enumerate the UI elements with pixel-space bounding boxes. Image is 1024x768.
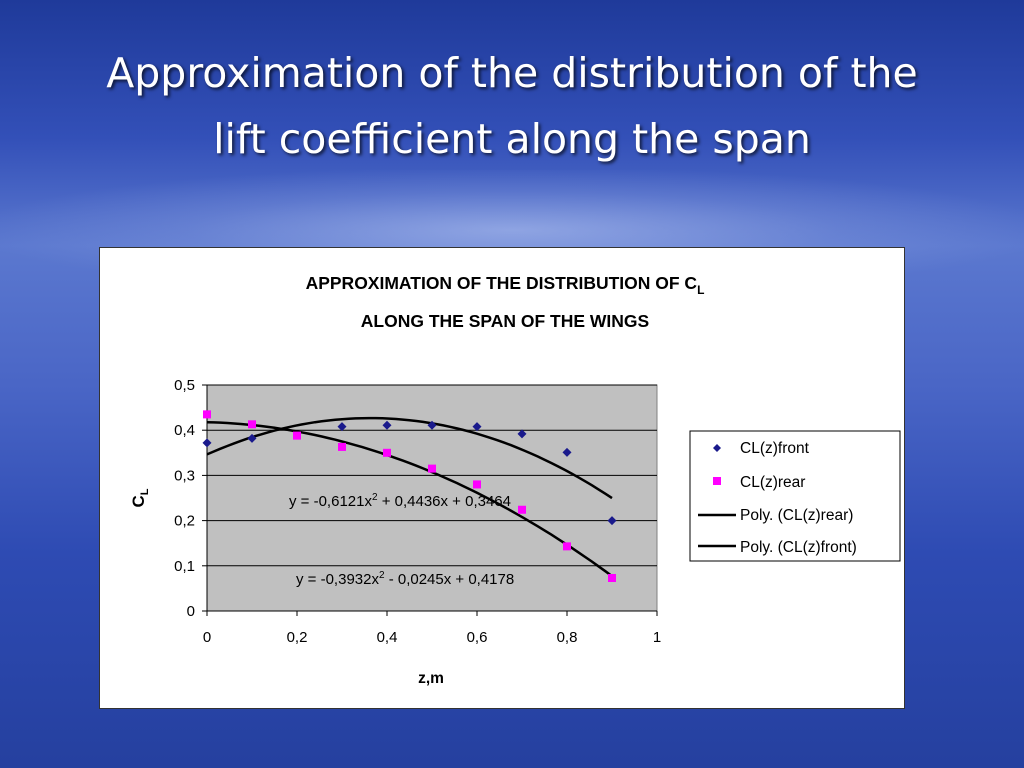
legend-item-poly-rear: Poly. (CL(z)rear) [698, 507, 853, 524]
legend-box [689, 430, 901, 562]
legend-label-poly-rear: Poly. (CL(z)rear) [740, 507, 853, 524]
x-tick-label: 0,6 [467, 629, 488, 646]
y-tick-label: 0,5 [174, 377, 195, 394]
x-tick-labels: 0 0,2 0,4 0,6 0,8 1 [203, 611, 661, 646]
x-tick-label: 0,2 [287, 629, 308, 646]
slide-title-line-2: lift coefficient along the span [213, 115, 811, 163]
marker-rear-point [518, 505, 526, 514]
legend-item-front: CL(z)front [713, 440, 810, 457]
x-axis-label: z,m [418, 670, 444, 687]
legend-square-marker [713, 477, 721, 485]
y-tick-label: 0 [187, 603, 195, 620]
marker-rear-point [248, 420, 256, 429]
chart-svg: APPROXIMATION OF THE DISTRIBUTION OF CL … [129, 273, 901, 687]
marker-rear-point [563, 542, 571, 551]
marker-front-point [247, 433, 257, 443]
equation-rear: y = -0,3932x2 - 0,0245x + 0,4178 [296, 570, 514, 588]
marker-front-point [517, 429, 527, 439]
x-tick-label: 0 [203, 629, 211, 646]
marker-rear-point [608, 574, 616, 583]
equation-front: y = -0,6121x2 + 0,4436x + 0,3464 [289, 492, 511, 510]
chart-frame: APPROXIMATION OF THE DISTRIBUTION OF CL … [99, 247, 905, 709]
y-axis-label: CL [129, 488, 151, 507]
marker-rear-point [428, 464, 436, 473]
chart-title-line-1: APPROXIMATION OF THE DISTRIBUTION OF CL [306, 273, 705, 297]
legend-label-poly-front: Poly. (CL(z)front) [740, 539, 857, 556]
marker-rear-point [203, 410, 211, 419]
legend-label-front: CL(z)front [740, 440, 810, 457]
slide-title: Approximation of the distribution of the… [0, 40, 1024, 172]
legend-diamond-marker [713, 444, 721, 452]
marker-rear-point [473, 480, 481, 489]
marker-front-point [337, 422, 347, 432]
trendline-rear [206, 420, 613, 578]
marker-rear-point [383, 448, 391, 457]
marker-rear-point [338, 442, 346, 451]
y-tick-label: 0,2 [174, 513, 195, 530]
y-tick-label: 0,3 [174, 467, 195, 484]
slide-title-line-1: Approximation of the distribution of the [106, 49, 918, 97]
marker-rear-point [293, 431, 301, 440]
x-tick-label: 0,4 [377, 629, 398, 646]
marker-front-point [472, 422, 482, 432]
legend-item-rear: CL(z)rear [713, 474, 805, 491]
x-tick-label: 1 [653, 629, 661, 646]
gridlines [207, 384, 657, 567]
data-markers [202, 410, 617, 583]
y-tick-labels: 0 0,1 0,2 0,3 0,4 0,5 [174, 377, 207, 620]
marker-front-point [202, 438, 212, 448]
marker-front-point [562, 447, 572, 457]
y-tick-label: 0,1 [174, 558, 195, 575]
marker-front-point [382, 420, 392, 430]
x-tick-label: 0,8 [557, 629, 578, 646]
legend-item-poly-front: Poly. (CL(z)front) [698, 539, 857, 556]
marker-front-point [427, 420, 437, 430]
chart-title-line-2: ALONG THE SPAN OF THE WINGS [361, 311, 649, 331]
trendline-front [206, 416, 613, 500]
marker-front-point [607, 516, 617, 526]
y-tick-label: 0,4 [174, 422, 195, 439]
legend-label-rear: CL(z)rear [740, 474, 805, 491]
trendlines [206, 416, 613, 578]
